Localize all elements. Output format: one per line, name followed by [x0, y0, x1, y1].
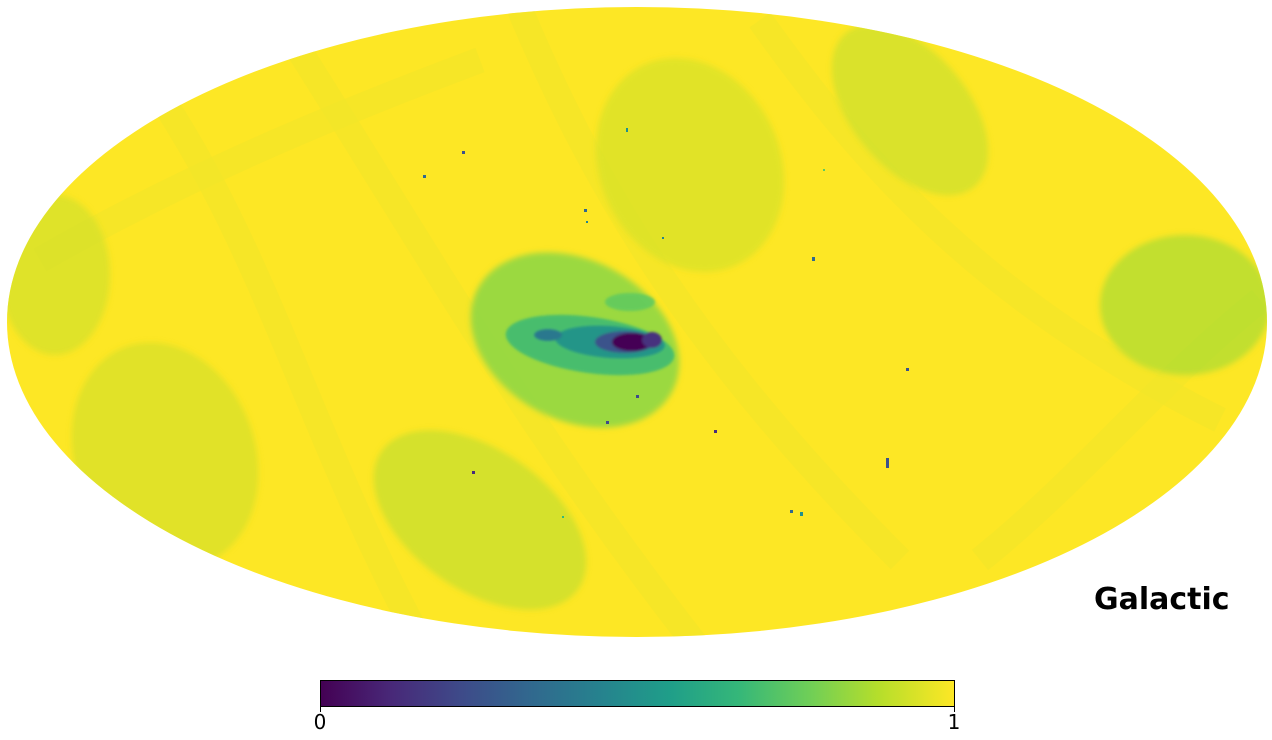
point-source	[812, 257, 815, 261]
colorbar-tick-min	[320, 706, 321, 712]
point-source	[714, 430, 717, 433]
coverage-patches	[7, 24, 1267, 610]
point-source	[800, 512, 803, 516]
point-source	[562, 516, 564, 518]
sky-map	[7, 7, 1267, 637]
point-source	[606, 421, 609, 424]
coordinate-system-label: Galactic	[1094, 582, 1230, 617]
colorbar-gradient	[320, 680, 955, 707]
patch-west	[7, 195, 110, 355]
patch-east	[1100, 235, 1267, 375]
plume-north	[605, 293, 655, 311]
core-center	[612, 333, 652, 351]
point-source	[823, 169, 825, 171]
point-source	[886, 458, 889, 468]
point-source	[636, 395, 639, 398]
colorbar-tick-max	[954, 706, 955, 712]
patch-north-east	[831, 24, 989, 196]
point-source	[462, 151, 465, 154]
point-source	[586, 221, 588, 223]
point-source	[906, 368, 909, 371]
point-source	[472, 471, 475, 474]
point-source	[584, 209, 587, 212]
point-sources	[423, 128, 909, 518]
point-source	[790, 510, 793, 513]
point-source	[662, 237, 664, 239]
point-source	[423, 175, 426, 178]
core-edge	[642, 332, 662, 348]
colorbar-max-label: 1	[947, 710, 961, 734]
patch-south-center	[373, 430, 587, 610]
colorbar-min-label: 0	[313, 710, 327, 734]
core-region	[505, 293, 675, 376]
patch-north-center	[596, 58, 784, 272]
plume-west	[534, 329, 562, 341]
colorbar	[320, 680, 955, 712]
point-source	[626, 128, 628, 132]
